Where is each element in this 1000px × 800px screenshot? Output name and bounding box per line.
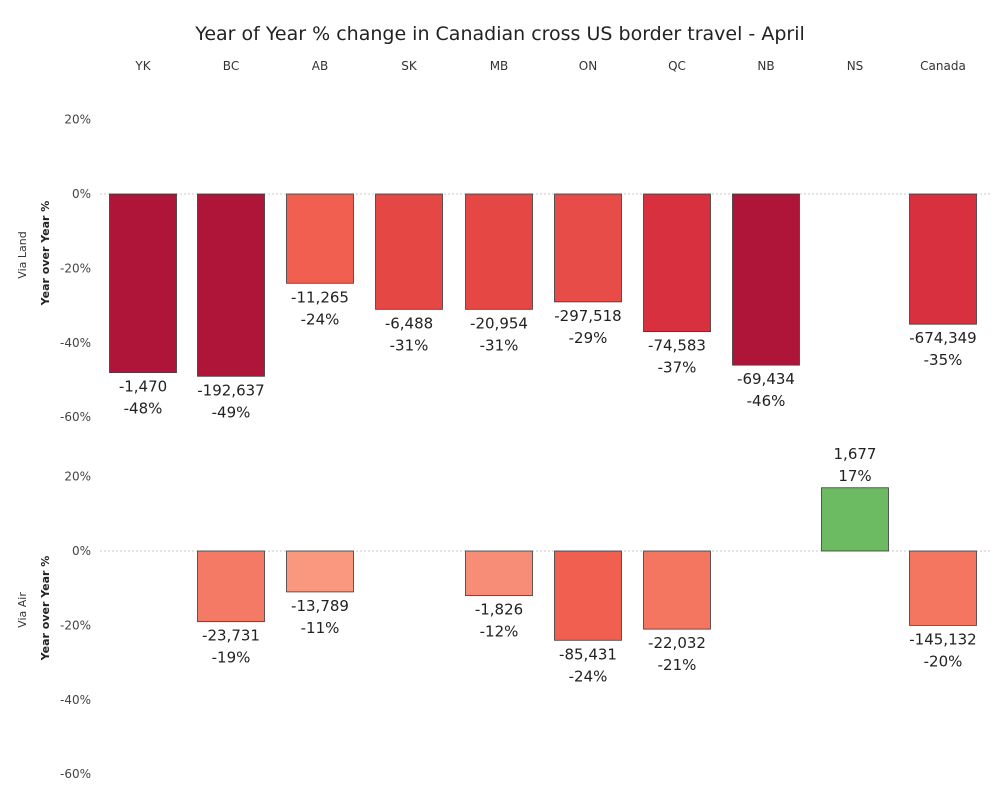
column-label-sk: SK: [401, 59, 418, 73]
column-label-yk: YK: [134, 59, 151, 73]
y-tick-label: 20%: [64, 470, 91, 484]
count-label: -22,032: [648, 634, 706, 652]
percent-label: -11%: [301, 619, 340, 637]
bar-via-land-nb: [732, 193, 800, 366]
y-tick-label: -20%: [60, 618, 91, 632]
bar-via-air-mb: [465, 550, 533, 597]
column-label-on: ON: [579, 59, 597, 73]
chart-title: Year of Year % change in Canadian cross …: [194, 23, 805, 45]
percent-label: 17%: [838, 467, 871, 485]
percent-label: -12%: [480, 623, 519, 641]
column-label-nb: NB: [757, 59, 774, 73]
bar-via-air-qc: [643, 550, 711, 630]
bar-via-air-bc: [197, 550, 265, 623]
column-label-ns: NS: [847, 59, 864, 73]
column-label-ab: AB: [312, 59, 328, 73]
percent-label: -31%: [390, 336, 429, 354]
panel-via-land: 20% 0% -20% -40% -60% Via Land Year over Year …: [16, 113, 990, 424]
count-label: -74,583: [648, 337, 706, 355]
bar-via-land-sk: [375, 193, 443, 310]
bar-via-air-on: [554, 550, 622, 641]
bar-via-air-canada: [909, 550, 977, 626]
column-label-canada: Canada: [920, 59, 966, 73]
bar-via-air-ns: [821, 487, 889, 552]
count-label: -6,488: [385, 314, 433, 332]
count-label: 1,677: [834, 445, 877, 463]
y-tick-label: -60%: [60, 767, 91, 781]
bar-via-land-bc: [197, 193, 265, 377]
percent-label: -48%: [124, 400, 163, 418]
row-label-via-air: Via Air: [16, 592, 29, 628]
count-label: -1,826: [475, 601, 523, 619]
count-label: -297,518: [554, 307, 621, 325]
percent-label: -24%: [569, 667, 608, 685]
count-label: -674,349: [909, 329, 976, 347]
column-labels: YK BC AB SK MB ON QC NB NS Canada: [134, 59, 965, 73]
y-tick-label: -20%: [60, 261, 91, 275]
column-label-qc: QC: [668, 59, 686, 73]
percent-label: -21%: [658, 656, 697, 674]
y-axis-title: Year over Year %: [39, 556, 52, 662]
percent-label: -35%: [924, 351, 963, 369]
percent-label: -29%: [569, 329, 608, 347]
count-label: -11,265: [291, 288, 349, 306]
count-label: -192,637: [197, 381, 264, 399]
y-tick-label: -60%: [60, 410, 91, 424]
y-tick-label: -40%: [60, 336, 91, 350]
bar-via-land-on: [554, 193, 622, 303]
count-label: -69,434: [737, 370, 795, 388]
y-tick-label: 0%: [72, 544, 91, 558]
percent-label: -19%: [212, 649, 251, 667]
count-label: -20,954: [470, 314, 528, 332]
percent-label: -31%: [480, 336, 519, 354]
bar-via-land-qc: [643, 193, 711, 333]
count-label: -85,431: [559, 645, 617, 663]
percent-label: -46%: [747, 392, 786, 410]
bar-via-air-ab: [286, 550, 354, 593]
column-label-bc: BC: [223, 59, 239, 73]
y-tick-label: 0%: [72, 187, 91, 201]
y-axis-title: Year over Year %: [39, 201, 52, 307]
y-tick-label: -40%: [60, 693, 91, 707]
count-label: -13,789: [291, 597, 349, 615]
percent-label: -37%: [658, 359, 697, 377]
y-tick-label: 20%: [64, 113, 91, 127]
bar-via-land-yk: [109, 193, 177, 373]
count-label: -23,731: [202, 627, 260, 645]
count-label: -145,132: [909, 630, 976, 648]
percent-label: -24%: [301, 310, 340, 328]
row-label-via-land: Via Land: [16, 231, 29, 278]
bar-via-land-canada: [909, 193, 977, 325]
percent-label: -49%: [212, 403, 251, 421]
panel-via-air: 20% 0% -20% -40% -60% Via Air Year over Year %…: [16, 445, 990, 781]
bar-via-land-ab: [286, 193, 354, 284]
column-label-mb: MB: [490, 59, 509, 73]
panels: 20% 0% -20% -40% -60% Via Land Year over Year …: [16, 113, 990, 781]
bar-via-land-mb: [465, 193, 533, 310]
count-label: -1,470: [119, 378, 167, 396]
percent-label: -20%: [924, 652, 963, 670]
